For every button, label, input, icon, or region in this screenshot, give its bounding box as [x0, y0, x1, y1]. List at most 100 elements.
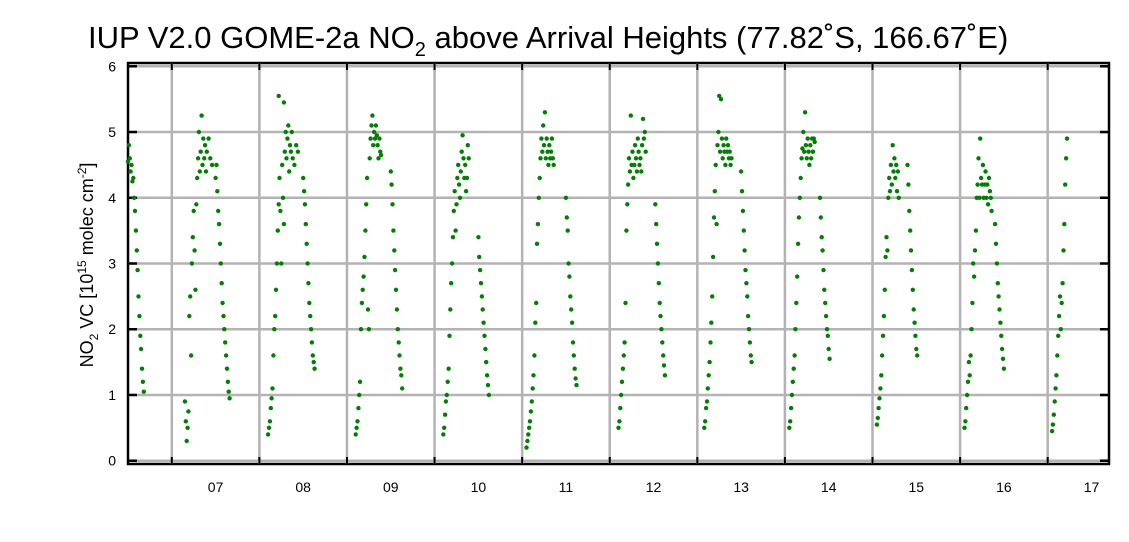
data-point [126, 143, 132, 148]
data-point [312, 366, 317, 371]
data-point [618, 392, 624, 398]
data-point [639, 169, 644, 174]
data-point [660, 340, 665, 345]
data-point [375, 143, 380, 148]
data-point [819, 235, 824, 240]
data-point [892, 156, 897, 161]
data-point [374, 133, 379, 138]
data-point [895, 169, 901, 174]
data-point [738, 169, 744, 174]
data-point [400, 386, 405, 391]
data-point [457, 195, 463, 200]
data-point [306, 281, 311, 286]
data-point [889, 182, 894, 187]
data-point [378, 152, 384, 158]
chart-title-suffix: above Arrival Heights (77.82˚S, 166.67˚E… [426, 20, 1008, 55]
data-point [357, 392, 362, 398]
data-point [353, 432, 358, 437]
data-point [441, 432, 446, 437]
x-tick-label: 17 [1084, 479, 1100, 495]
data-point [452, 189, 457, 194]
data-point [803, 143, 809, 148]
data-point [804, 156, 809, 161]
data-point [127, 156, 132, 161]
data-point [537, 175, 542, 181]
data-point [133, 228, 139, 233]
data-point [546, 162, 551, 168]
data-point [705, 386, 710, 391]
data-point [985, 202, 991, 207]
data-point [397, 353, 402, 358]
data-point [445, 379, 450, 384]
data-point [711, 215, 717, 220]
data-point [823, 300, 828, 306]
data-point [886, 195, 891, 200]
data-point [213, 175, 218, 181]
data-point [997, 307, 1002, 312]
data-point [459, 149, 464, 154]
data-point [295, 149, 301, 154]
data-point [616, 425, 621, 430]
data-point [638, 156, 643, 161]
data-point [879, 353, 885, 358]
data-point [717, 149, 723, 154]
data-point [625, 202, 630, 207]
data-point [788, 419, 793, 424]
data-point [275, 228, 280, 233]
data-point [745, 294, 750, 299]
data-point [189, 261, 195, 266]
y-tick-label: 5 [108, 124, 116, 140]
data-point [301, 189, 307, 194]
data-point [461, 156, 466, 161]
data-point [891, 169, 896, 174]
data-point [309, 340, 315, 345]
data-point [294, 143, 299, 148]
data-point [624, 228, 629, 233]
data-point [479, 294, 485, 299]
data-point [370, 113, 375, 118]
data-point [140, 379, 146, 384]
data-point [372, 136, 378, 141]
data-point [882, 287, 887, 292]
data-point [442, 425, 447, 430]
data-point [710, 254, 716, 260]
data-point [723, 162, 728, 168]
data-point [371, 143, 376, 148]
data-point [364, 175, 370, 181]
x-tick-label: 10 [471, 479, 487, 495]
data-point [542, 110, 548, 115]
data-point [720, 156, 725, 161]
y-axis-label: NO2 VC [1015 molec cm-2] [75, 163, 101, 368]
data-point [225, 379, 231, 384]
data-point [1000, 356, 1006, 361]
data-point [896, 195, 901, 200]
data-point [195, 175, 200, 181]
data-point [658, 313, 663, 319]
data-point [655, 261, 661, 266]
data-point [568, 294, 573, 299]
data-point [388, 169, 393, 174]
data-point [483, 346, 488, 352]
data-point [909, 267, 915, 273]
data-point [894, 162, 899, 168]
data-point [201, 136, 206, 141]
data-point [484, 359, 489, 365]
data-point [996, 294, 1001, 299]
data-point [707, 359, 712, 365]
data-point [659, 327, 664, 332]
data-point [464, 175, 470, 181]
y-axis-label-superscript: 15 [75, 260, 89, 274]
data-point [618, 405, 623, 411]
data-point [364, 202, 369, 207]
data-point [484, 373, 490, 378]
data-point [271, 353, 276, 358]
data-point [186, 409, 191, 414]
chart-title-subscript: 2 [415, 39, 426, 61]
data-point [550, 156, 555, 161]
data-point [191, 208, 196, 214]
y-tick-label: 1 [108, 387, 116, 403]
data-point [362, 254, 367, 260]
data-point [703, 419, 708, 424]
data-point [304, 241, 309, 246]
data-point [455, 175, 460, 181]
